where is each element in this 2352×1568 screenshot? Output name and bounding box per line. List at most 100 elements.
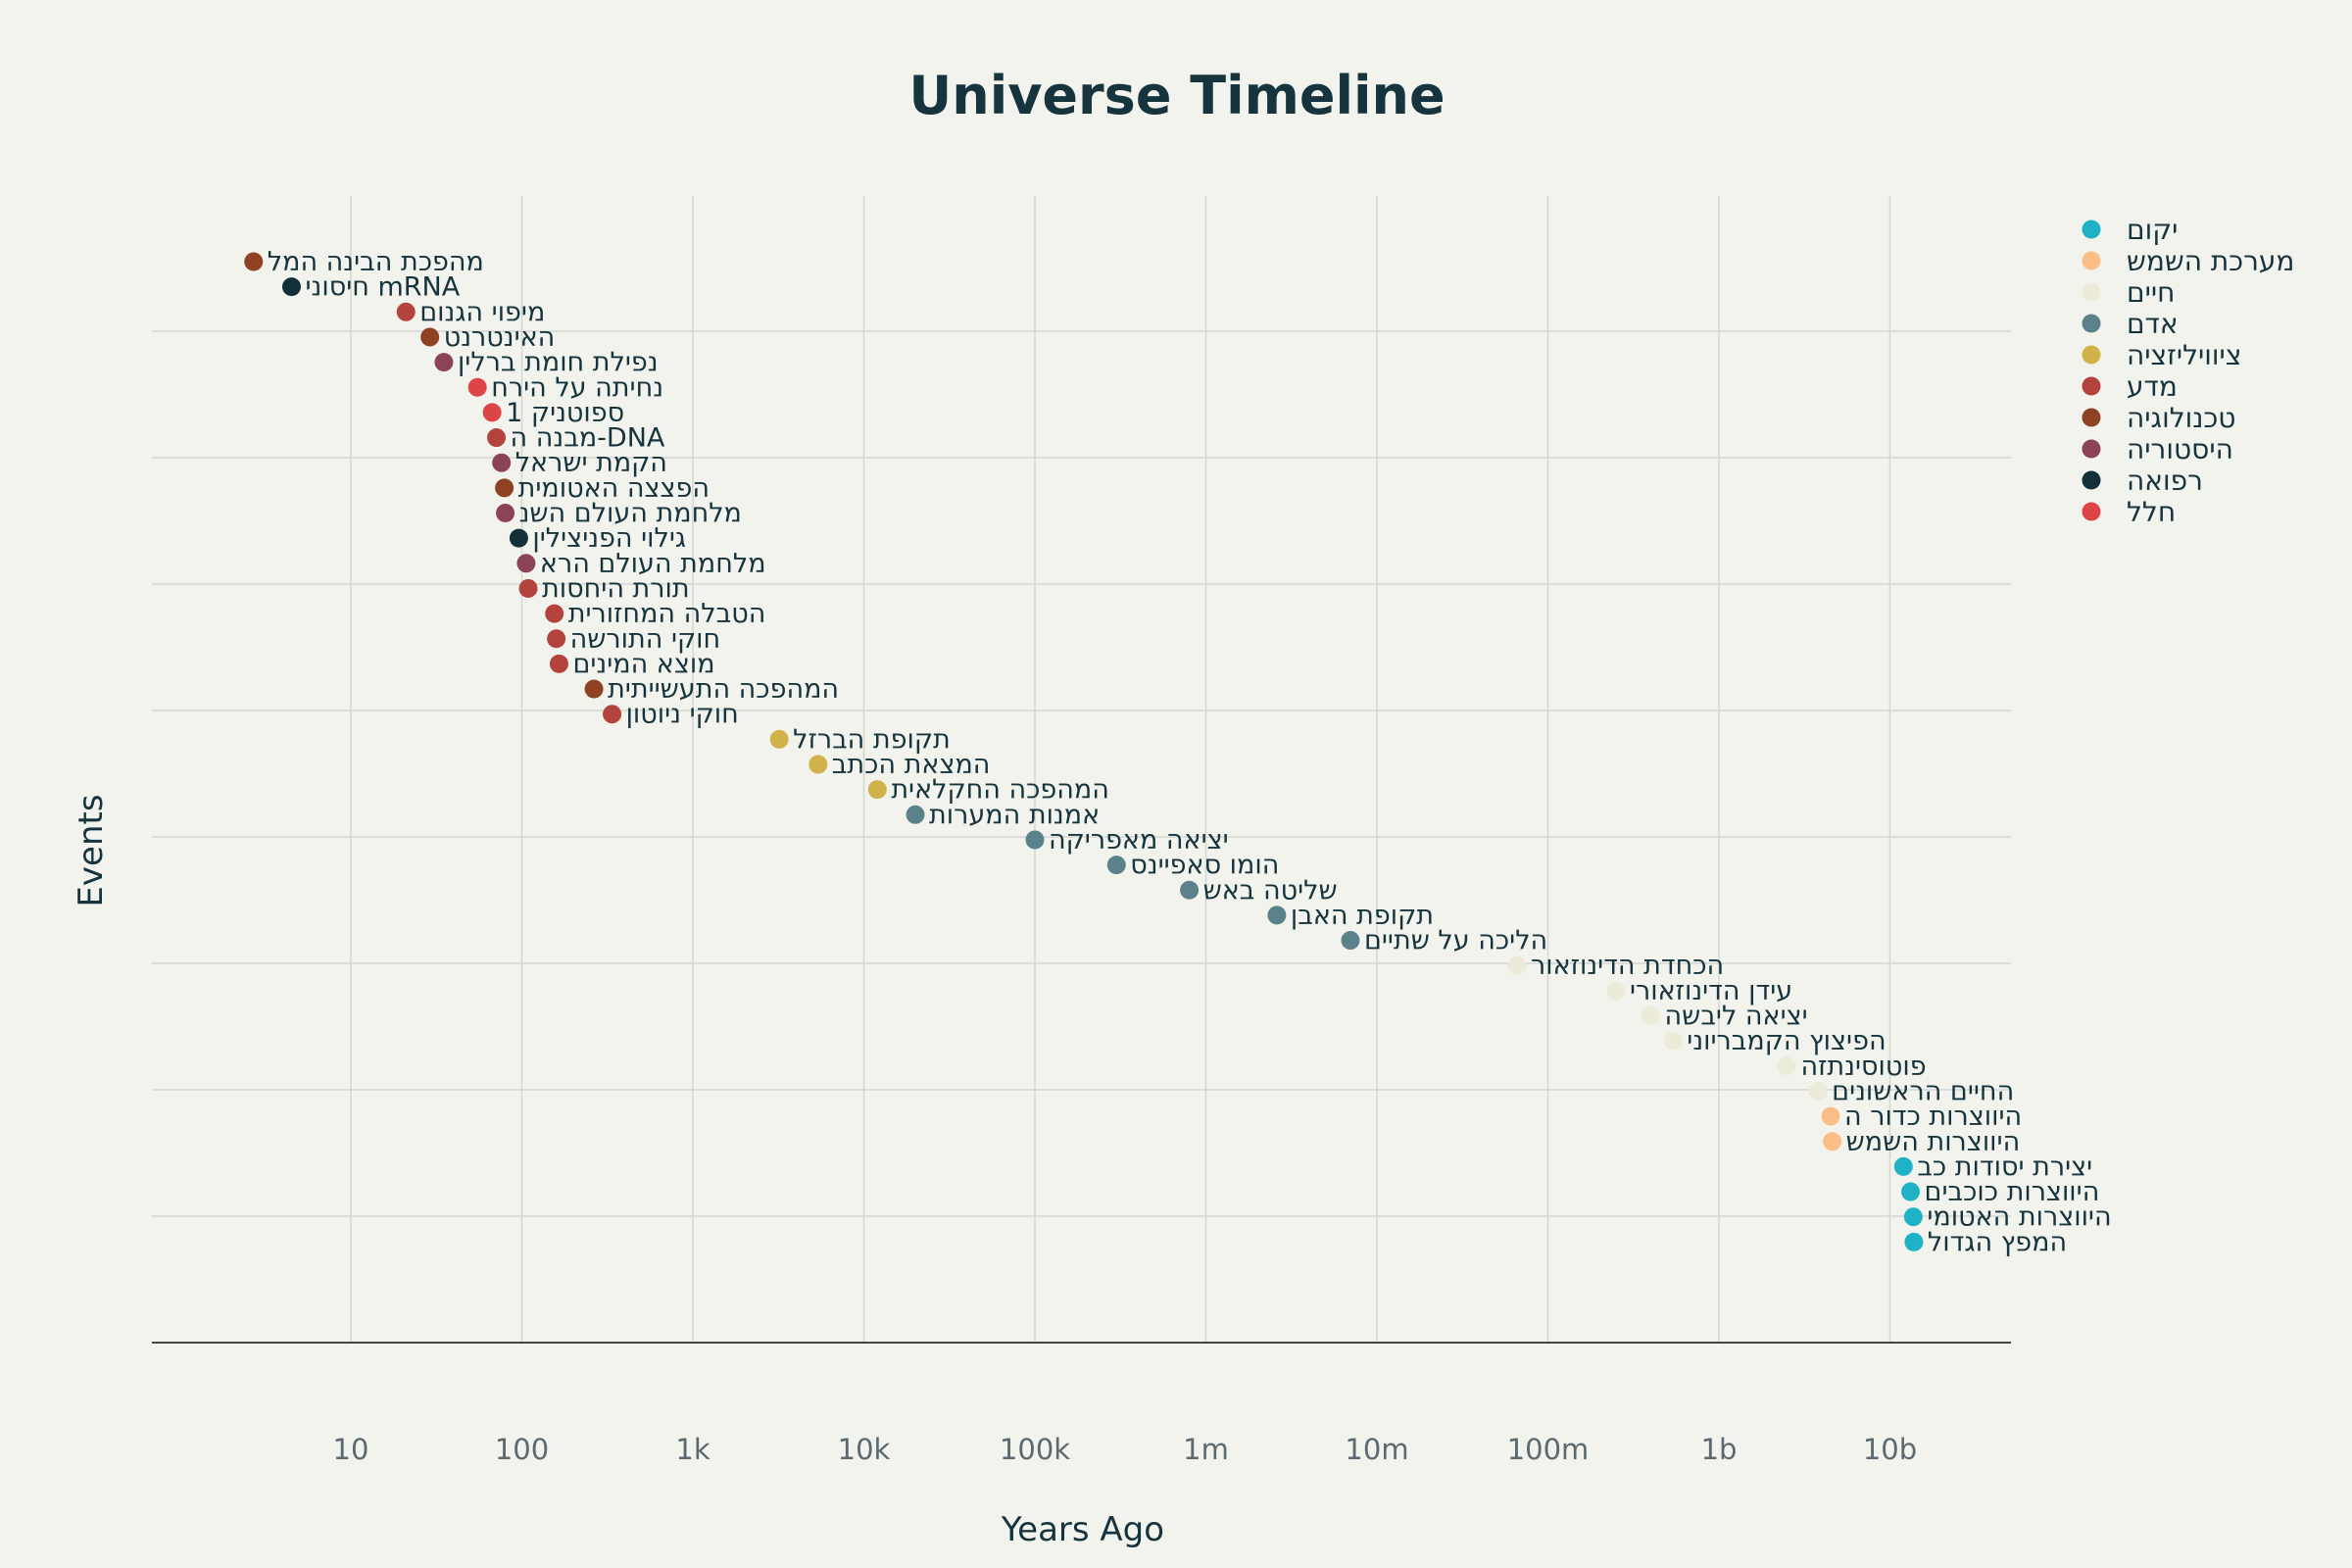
x-axis-ticks: 10 100 1k 10k 100k 1m 10m 100m 1b 10b	[333, 1433, 1918, 1466]
x-axis-title: Years Ago	[1001, 1510, 1164, 1549]
x-tick-label: 1m	[1183, 1433, 1229, 1466]
x-tick-label: 10m	[1345, 1433, 1408, 1466]
chart-title: Universe Timeline	[908, 65, 1445, 126]
event-point	[509, 528, 528, 548]
legend-marker	[2082, 502, 2101, 521]
event-point	[1821, 1106, 1840, 1126]
event-point	[1901, 1182, 1921, 1201]
event-label: מלחמת העולם הרא	[540, 549, 766, 579]
event-point	[516, 554, 536, 573]
x-tick-label: 10b	[1863, 1433, 1917, 1466]
event-label: המצאת הכתב	[832, 750, 991, 780]
event-label: הליכה על שתיים	[1364, 926, 1547, 956]
event-label: הקמת ישראל	[515, 448, 667, 478]
event-label: המהפכה החקלאית	[891, 775, 1109, 806]
event-point	[1808, 1081, 1828, 1101]
legend-label: טכנולוגיה	[2127, 402, 2235, 434]
event-label: הומו סאפיינס	[1130, 851, 1279, 881]
event-label: מיפוי הגנום	[419, 297, 545, 327]
event-label: תקופת הברזל	[793, 724, 951, 755]
event-label: המפץ הגדול	[1928, 1227, 2067, 1257]
event-point	[495, 478, 514, 498]
event-point	[769, 729, 789, 749]
event-point	[467, 377, 487, 397]
event-label: היווצרות השמש	[1846, 1127, 2021, 1157]
event-point	[1341, 931, 1360, 951]
event-label: הפיצוץ הקמבריוני	[1687, 1026, 1886, 1056]
y-axis-title: Events	[72, 794, 111, 906]
event-point	[1267, 906, 1287, 925]
event-label: פוטוסינתזה	[1800, 1052, 1926, 1082]
legend-label: מדע	[2127, 370, 2178, 403]
event-point	[603, 705, 622, 724]
event-point	[244, 252, 264, 271]
legend-label: רפואה	[2127, 465, 2203, 497]
x-tick-label: 10	[333, 1433, 369, 1466]
event-point	[1777, 1056, 1796, 1076]
x-tick-label: 1b	[1701, 1433, 1738, 1466]
event-label: שליטה באש	[1203, 875, 1338, 906]
legend-label: אדם	[2127, 308, 2179, 340]
event-label: מהפכת הבינה המל	[268, 247, 484, 277]
event-point	[808, 755, 828, 774]
legend-marker	[2082, 408, 2101, 427]
event-label: אמנות המערות	[929, 800, 1100, 830]
legend-label: יקום	[2127, 214, 2178, 246]
legend-marker	[2082, 282, 2101, 302]
legend-marker	[2082, 470, 2101, 490]
event-label: תורת היחסות	[542, 573, 690, 604]
event-label: מלחמת העולם השנ	[519, 499, 742, 529]
event-label: הכחדת הדינוזאור	[1531, 951, 1724, 981]
event-point	[434, 353, 454, 372]
event-point	[1507, 956, 1527, 975]
event-label: החיים הראשונים	[1832, 1076, 2014, 1106]
event-point	[1025, 830, 1045, 850]
x-tick-label: 1k	[675, 1433, 710, 1466]
event-label: גילוי הפניצילין	[532, 523, 686, 554]
event-label: האינטרנט	[444, 322, 556, 353]
event-point	[1663, 1031, 1683, 1051]
event-label: היווצרות כדור ה	[1844, 1102, 2022, 1132]
event-point	[1823, 1132, 1842, 1152]
event-label: יצירת יסודות כב	[1917, 1152, 2092, 1182]
legend-label: היסטוריה	[2127, 433, 2233, 466]
event-label: המהפכה התעשייתית	[608, 674, 839, 705]
event-label: הטבלה המחזורית	[568, 599, 766, 629]
event-label: היווצרות כוכבים	[1925, 1177, 2100, 1207]
x-tick-label: 100m	[1507, 1433, 1590, 1466]
event-label: חיסוני mRNA	[305, 272, 460, 303]
event-point	[518, 578, 538, 598]
event-label: יציאה ליבשה	[1665, 1002, 1808, 1032]
event-label: ספוטניק 1	[506, 398, 624, 428]
legend-marker	[2082, 439, 2101, 459]
event-point	[547, 629, 566, 649]
event-point	[1904, 1232, 1924, 1251]
legend-marker	[2082, 220, 2101, 239]
grid-lines	[152, 196, 2011, 1343]
event-label: חוקי ניוטון	[626, 700, 739, 730]
event-point	[281, 277, 301, 297]
event-point	[906, 805, 925, 824]
event-point	[867, 780, 887, 800]
event-point	[482, 403, 502, 422]
x-tick-label: 10k	[838, 1433, 891, 1466]
event-point	[487, 428, 507, 448]
event-point	[1903, 1207, 1923, 1227]
event-point	[549, 654, 568, 673]
event-label: יציאה מאפריקה	[1049, 825, 1229, 856]
event-label: נחיתה על הירח	[491, 372, 663, 403]
event-label: הפצצה האטומית	[518, 473, 710, 504]
event-label: תקופת האבן	[1291, 901, 1434, 931]
event-point	[496, 504, 515, 522]
legend-label: חיים	[2127, 276, 2175, 309]
event-label: היווצרות האטומי	[1927, 1202, 2111, 1233]
legend-marker	[2082, 251, 2101, 270]
event-point	[1606, 981, 1626, 1001]
event-point	[396, 302, 416, 321]
legend-label: ציוויליזציה	[2127, 339, 2241, 371]
event-point	[492, 453, 512, 472]
x-tick-label: 100	[495, 1433, 549, 1466]
